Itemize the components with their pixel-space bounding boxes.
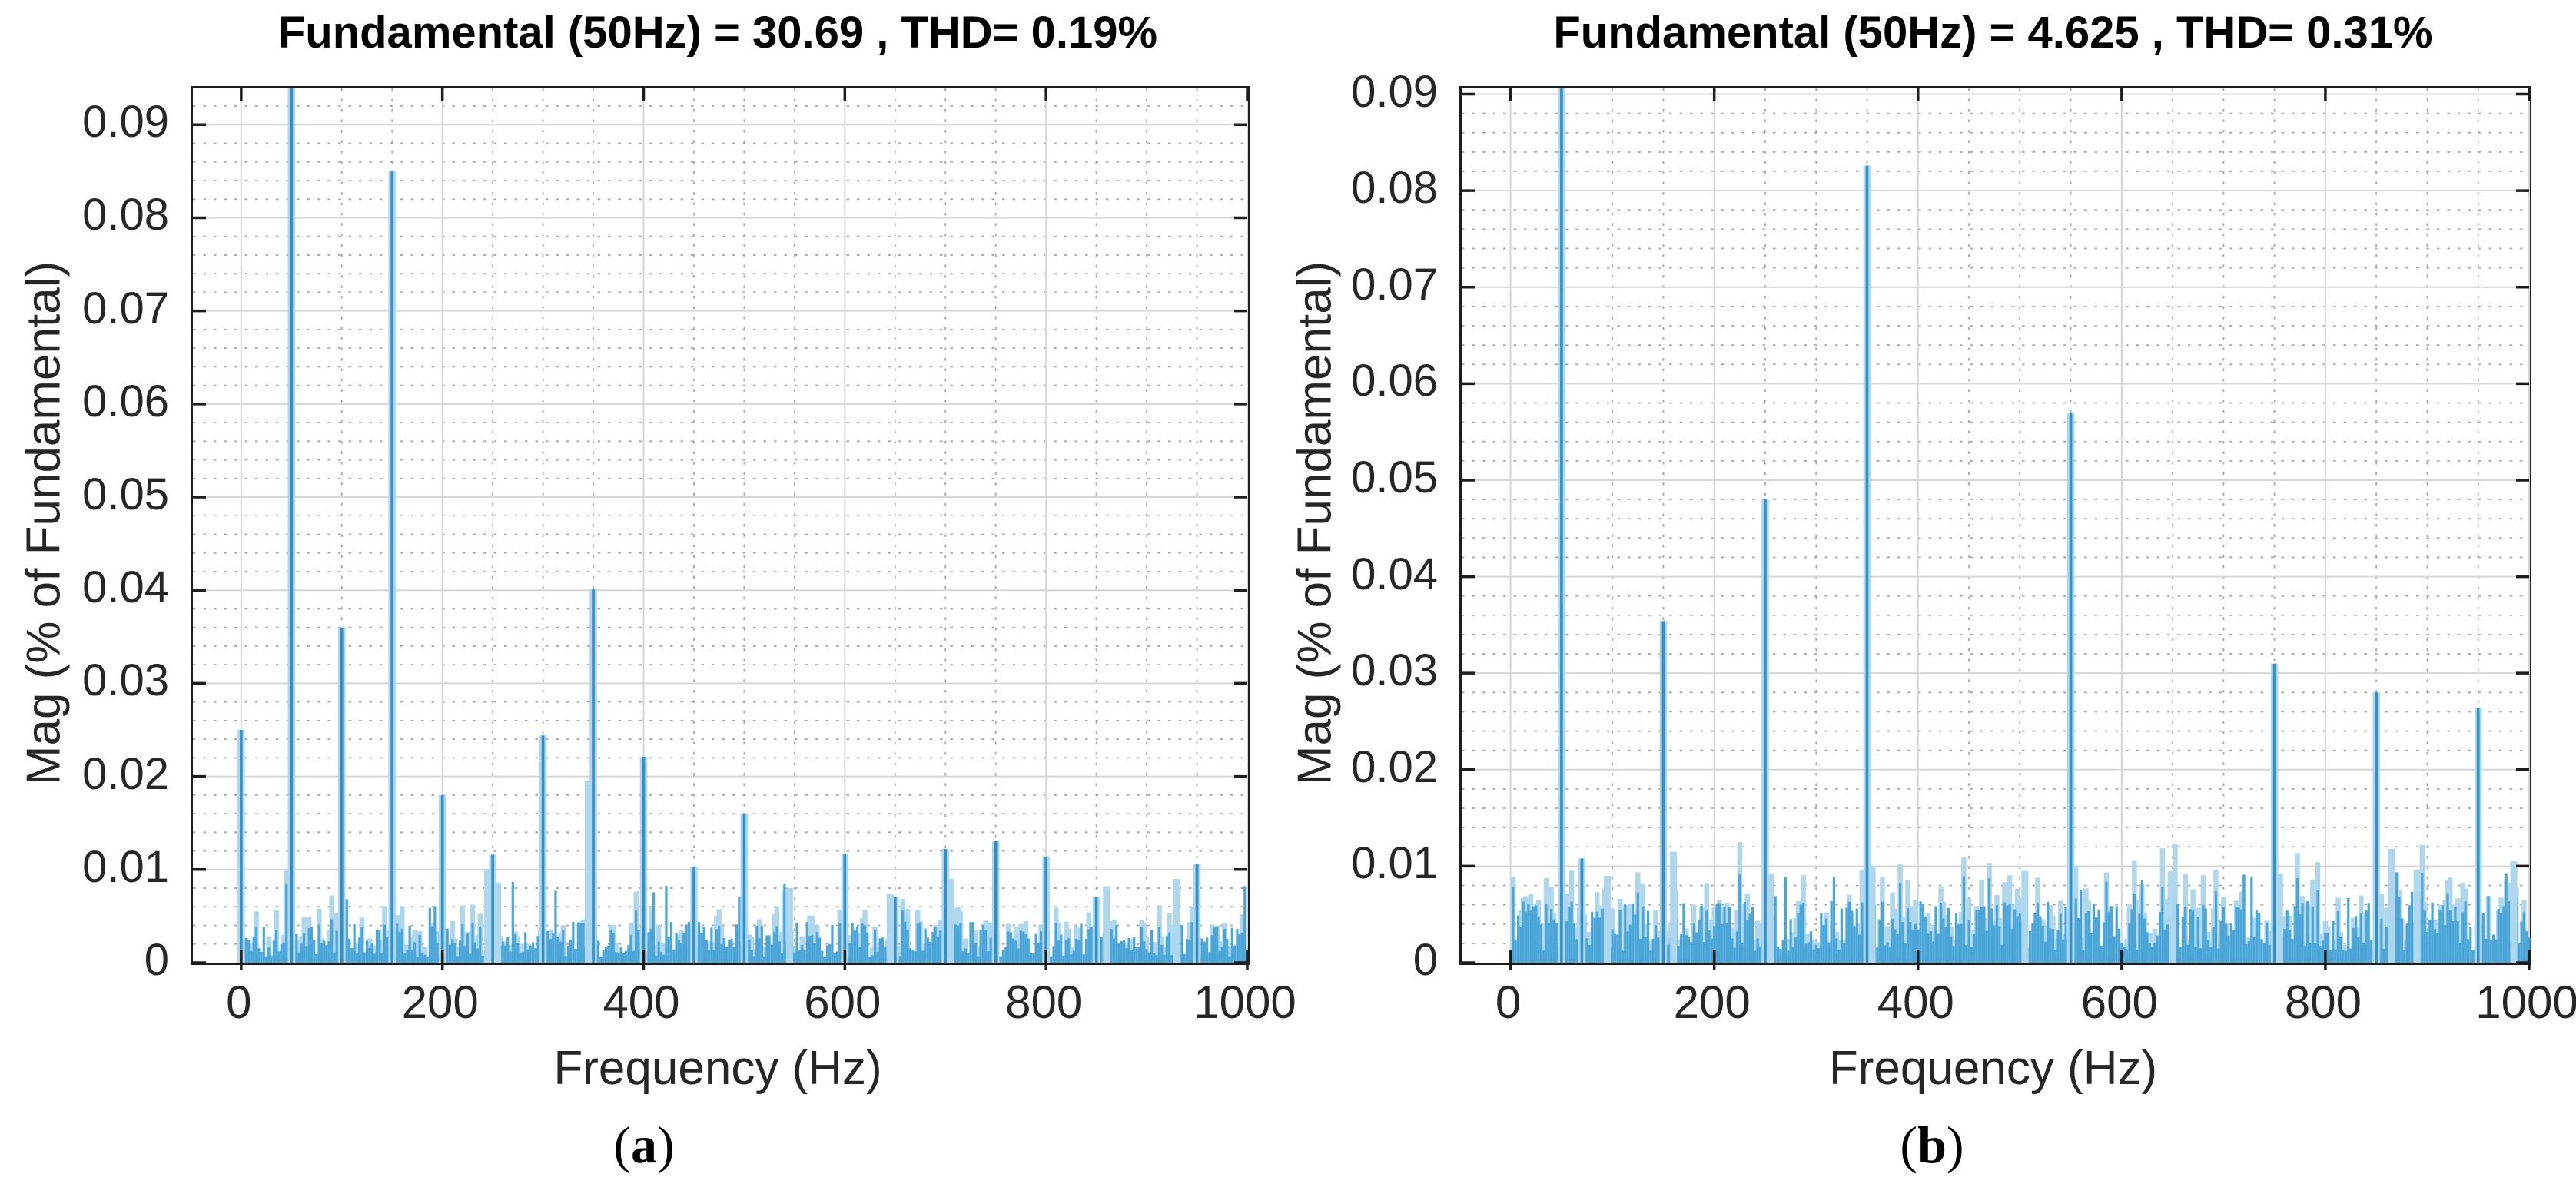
y-tick-label: 0.07: [82, 283, 169, 333]
y-tick-label: 0.05: [82, 469, 169, 520]
x-tick-label: 600: [804, 976, 881, 1028]
caption-b-open: (: [1900, 1116, 1918, 1174]
y-tick-label: 0.03: [1351, 645, 1438, 696]
y-axis-label-a: Mag (% of Fundamental): [17, 260, 71, 786]
x-tick-label: 200: [1673, 976, 1751, 1028]
y-tick-label: 0.01: [82, 841, 169, 892]
x-tick-label: 200: [401, 976, 479, 1028]
y-tick-label: 0.07: [1351, 259, 1438, 310]
x-tick-label: 800: [2284, 976, 2362, 1028]
y-tick-label: 0.01: [1351, 838, 1438, 889]
fft-spectrum-b: [1462, 88, 2531, 970]
y-tick-label: 0.05: [1351, 452, 1438, 502]
x-tick-label: 1000: [1193, 976, 1296, 1028]
y-tick-label: 0.06: [1351, 356, 1438, 406]
caption-b: (b): [1288, 1112, 2576, 1177]
plot-area-a: [191, 86, 1250, 970]
x-tick-label: 600: [2080, 976, 2158, 1028]
plot-area-b: [1459, 86, 2531, 970]
x-tick-label: 0: [1495, 976, 1522, 1028]
x-tick-label: 400: [1877, 976, 1954, 1028]
fft-spectrum-a: [193, 88, 1249, 970]
caption-a-close: ): [657, 1116, 675, 1174]
y-tick-label: 0.04: [82, 562, 169, 613]
plot-title-a: Fundamental (50Hz) = 30.69 , THD= 0.19%: [277, 8, 1158, 58]
caption-a-letter: a: [631, 1116, 657, 1174]
plot-title-b: Fundamental (50Hz) = 4.625 , THD= 0.31%: [1553, 8, 2433, 58]
y-tick-label: 0.03: [82, 655, 169, 706]
y-axis-label-b: Mag (% of Fundamental): [1288, 260, 1342, 786]
y-tick-label: 0.09: [82, 97, 169, 148]
caption-b-close: ): [1946, 1116, 1964, 1174]
x-tick-label: 400: [603, 976, 680, 1028]
y-tick-label: 0: [144, 935, 169, 985]
x-tick-label: 0: [226, 976, 252, 1028]
y-tick-label: 0: [1412, 935, 1438, 985]
y-tick-label: 0.06: [82, 376, 169, 426]
y-tick-label: 0.02: [1351, 741, 1438, 792]
y-tick-label: 0.08: [1351, 163, 1438, 214]
x-axis-label-b: Frequency (Hz): [1828, 1042, 2158, 1095]
caption-a: (a): [0, 1112, 1288, 1177]
caption-a-open: (: [613, 1116, 631, 1174]
x-tick-label: 1000: [2475, 976, 2576, 1028]
y-tick-label: 0.08: [82, 190, 169, 240]
y-tick-label: 0.02: [82, 748, 169, 799]
y-tick-label: 0.04: [1351, 549, 1438, 599]
x-axis-label-a: Frequency (Hz): [553, 1042, 882, 1095]
y-tick-label: 0.09: [1351, 66, 1438, 117]
x-tick-label: 800: [1005, 976, 1083, 1028]
caption-b-letter: b: [1917, 1116, 1947, 1174]
